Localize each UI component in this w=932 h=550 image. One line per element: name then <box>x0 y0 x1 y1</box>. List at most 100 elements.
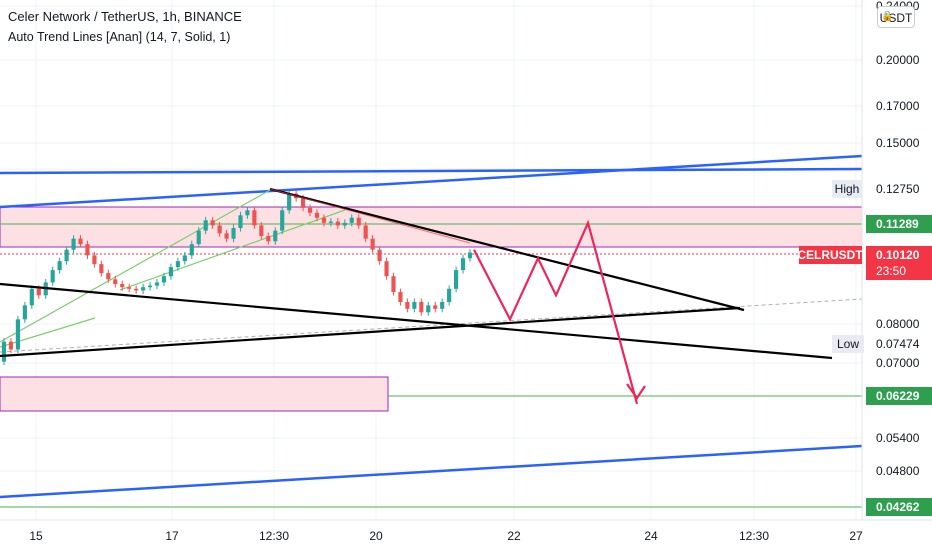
candle-body <box>224 233 229 239</box>
y-tick-label: 0.07000 <box>876 356 920 370</box>
candle-body <box>175 261 180 268</box>
low-label: Low 0.07474 <box>832 335 920 353</box>
candle-body <box>273 230 278 242</box>
y-tick-label: 0.20000 <box>876 53 920 67</box>
candle-body <box>412 301 417 309</box>
support-mid-value: 0.06229 <box>876 389 920 403</box>
candle-body <box>419 301 424 313</box>
candle-body <box>454 270 459 289</box>
y-tick-label: 0.08000 <box>876 317 920 331</box>
candle-body <box>349 217 354 223</box>
candle-body <box>342 222 347 226</box>
candle-body <box>440 301 445 309</box>
green-trendline-3 <box>119 209 346 291</box>
candle-body <box>203 220 208 231</box>
black-ascending-trendline <box>0 306 741 358</box>
candle-body <box>141 287 146 291</box>
x-tick-label: 24 <box>644 529 658 543</box>
x-tick-label: 15 <box>29 529 43 543</box>
resistance-zone <box>0 206 863 248</box>
candle-body <box>161 276 167 283</box>
projection-arrowhead <box>626 383 646 400</box>
x-tick-label: 22 <box>507 529 521 543</box>
y-tick-label: 0.04800 <box>876 464 920 478</box>
black-descending-resistance <box>269 187 745 312</box>
candle-body <box>217 225 222 234</box>
red-trendline <box>269 188 471 244</box>
candle-body <box>85 244 90 256</box>
candle-body <box>314 212 320 218</box>
candle-body <box>50 270 55 283</box>
blue-horizontal-line <box>0 167 863 175</box>
currency-unit-button[interactable]: 🔒 USDT <box>877 6 915 28</box>
candle-body <box>78 238 83 245</box>
candle-body <box>460 258 466 271</box>
high-label: High 0.12750 <box>832 180 920 198</box>
candle-body <box>29 288 34 306</box>
candle-body <box>356 217 361 226</box>
candle-body <box>377 249 382 262</box>
low-value: 0.07474 <box>876 337 920 351</box>
candle-body <box>1 341 7 362</box>
candle-body <box>120 284 125 288</box>
candle-body <box>259 225 264 236</box>
dashed-trendline <box>0 298 863 353</box>
candle-body <box>266 235 271 242</box>
candle-body <box>363 225 368 239</box>
candle-body <box>64 249 69 262</box>
candle-body <box>467 252 473 259</box>
price-axis[interactable]: 0.240000.200000.170000.150000.130000.090… <box>876 0 920 478</box>
support-low-value: 0.04262 <box>876 500 920 514</box>
x-tick-label: 17 <box>165 529 179 543</box>
current-symbol: CELRUSDT <box>797 248 863 262</box>
y-tick-label: 0.15000 <box>876 136 920 150</box>
candle-body <box>384 261 389 277</box>
blue-lower-trendline <box>0 444 863 499</box>
symbol-title[interactable]: Celer Network / TetherUS, 1h, BINANCE <box>8 9 242 24</box>
candle-body <box>391 276 396 293</box>
candle-body <box>252 210 257 226</box>
black-descending-support <box>0 282 833 360</box>
support-mid-label: 0.06229 <box>866 387 932 405</box>
time-axis[interactable]: 15 17 12:30 20 22 24 12:30 27 <box>29 529 863 543</box>
candle-body <box>307 207 313 213</box>
support-low-label: 0.04262 <box>866 498 932 516</box>
candle-body <box>15 319 20 350</box>
candle-body <box>189 244 194 256</box>
candle-body <box>182 255 187 262</box>
chart-header: Celer Network / TetherUS, 1h, BINANCE Au… <box>8 8 242 46</box>
candle-body <box>433 305 438 309</box>
indicator-legend[interactable]: Auto Trend Lines [Anan] (14, 7, Solid, 1… <box>8 30 231 44</box>
candle-body <box>210 220 215 226</box>
candle-body <box>154 282 160 286</box>
candle-body <box>113 279 118 285</box>
support-top-value: 0.11289 <box>876 217 919 231</box>
candle-body <box>300 198 306 208</box>
x-tick-label: 27 <box>849 529 863 543</box>
candle-body <box>196 230 201 245</box>
x-tick-label: 20 <box>369 529 383 543</box>
candle-body <box>238 215 243 229</box>
y-tick-label: 0.17000 <box>876 99 920 113</box>
candle-body <box>405 301 410 309</box>
candle-body <box>426 305 431 313</box>
candle-body <box>328 221 333 223</box>
candle-body <box>134 288 139 291</box>
candle-body <box>321 217 327 223</box>
x-tick-label: 12:30 <box>739 529 769 543</box>
current-value: 0.10120 <box>876 248 920 262</box>
candle-body <box>398 292 403 302</box>
lock-icon: 🔒 <box>881 11 894 22</box>
candle-body <box>99 264 104 274</box>
green-trendline-1 <box>0 317 96 348</box>
high-tag: High <box>835 182 860 196</box>
candle-body <box>147 285 153 288</box>
blue-upper-trendline <box>0 154 863 209</box>
countdown: 23:50 <box>876 264 906 278</box>
candle-body <box>231 228 236 239</box>
candle-body <box>370 238 375 250</box>
high-value: 0.12750 <box>876 182 920 196</box>
support-top-label: 0.11289 <box>866 215 932 233</box>
candle-body <box>71 238 76 250</box>
